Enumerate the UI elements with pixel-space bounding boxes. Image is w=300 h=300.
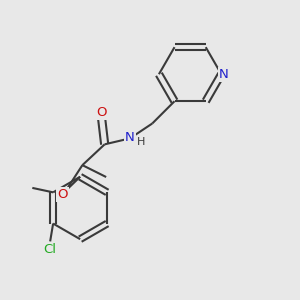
Text: O: O: [57, 188, 68, 201]
Text: N: N: [219, 68, 229, 81]
Text: H: H: [137, 137, 146, 147]
Text: O: O: [97, 106, 107, 119]
Text: N: N: [125, 131, 135, 144]
Text: Cl: Cl: [44, 243, 57, 256]
